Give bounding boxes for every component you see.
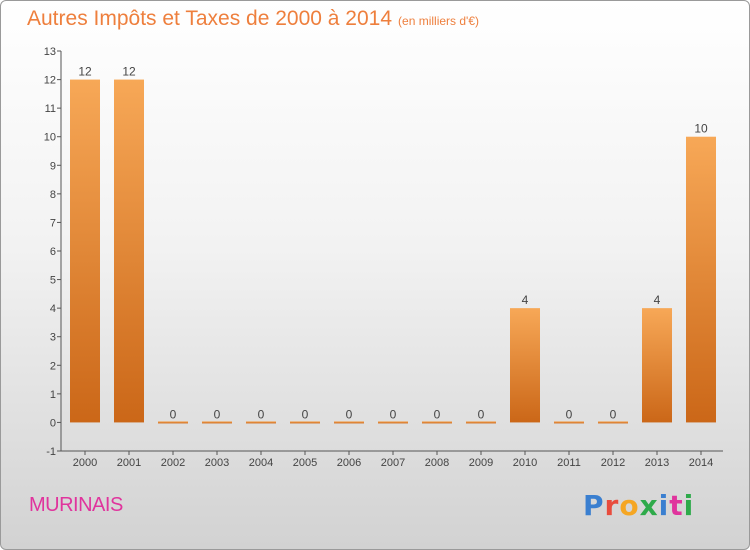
data-label: 0	[214, 407, 221, 421]
data-label: 10	[694, 122, 708, 136]
x-tick-label: 2012	[601, 457, 625, 469]
y-tick-label: 12	[44, 75, 56, 87]
x-tick-label: 2000	[73, 457, 97, 469]
logo-letter: r	[604, 489, 620, 522]
bar	[422, 421, 452, 424]
y-tick-label: -1	[46, 446, 56, 458]
y-tick-label: 3	[50, 332, 56, 344]
y-tick-label: 2	[50, 360, 56, 372]
bar	[466, 421, 496, 424]
data-label: 0	[302, 407, 309, 421]
x-tick-label: 2009	[469, 457, 493, 469]
logo-letter: x	[639, 489, 659, 522]
x-tick-label: 2001	[117, 457, 141, 469]
title-unit: (en milliers d'€)	[398, 14, 480, 28]
y-tick-label: 13	[44, 46, 56, 58]
x-tick-label: 2011	[557, 457, 581, 469]
y-tick-label: 1	[50, 389, 56, 401]
data-label: 0	[346, 407, 353, 421]
data-label: 0	[434, 407, 441, 421]
data-label: 0	[610, 407, 617, 421]
logo-letter: i	[658, 489, 670, 522]
bar	[510, 308, 540, 423]
commune-name: MURINAIS	[29, 494, 123, 516]
data-label: 0	[390, 407, 397, 421]
logo-letter: P	[583, 489, 605, 522]
x-tick-label: 2014	[689, 457, 713, 469]
x-tick-label: 2013	[645, 457, 669, 469]
logo-letter: o	[619, 489, 640, 522]
data-label: 4	[654, 293, 661, 307]
x-tick-label: 2005	[293, 457, 317, 469]
bar	[202, 421, 232, 424]
x-tick-label: 2010	[513, 457, 537, 469]
logo-letter: t	[669, 489, 684, 522]
data-label: 0	[258, 407, 265, 421]
data-label: 12	[78, 65, 92, 79]
y-tick-label: 8	[50, 189, 56, 201]
data-label: 0	[566, 407, 573, 421]
data-label: 4	[522, 293, 529, 307]
y-tick-label: 7	[50, 217, 56, 229]
bar	[246, 421, 276, 424]
y-tick-label: 9	[50, 160, 56, 172]
y-tick-label: 11	[45, 103, 56, 115]
bar	[598, 421, 628, 424]
bar	[290, 421, 320, 424]
title-text: Autres Impôts et Taxes de 2000 à 2014	[27, 7, 393, 30]
bar	[686, 136, 716, 423]
bar	[334, 421, 364, 424]
bar	[70, 79, 100, 423]
proxiti-logo: Proxiti	[583, 489, 694, 522]
x-tick-label: 2003	[205, 457, 229, 469]
data-label: 0	[478, 407, 485, 421]
x-tick-label: 2006	[337, 457, 361, 469]
bar	[554, 421, 584, 424]
y-tick-label: 0	[50, 417, 56, 429]
bar	[642, 308, 672, 423]
logo-letter: i	[683, 489, 695, 522]
x-tick-label: 2008	[425, 457, 449, 469]
bar	[378, 421, 408, 424]
chart-title: Autres Impôts et Taxes de 2000 à 2014 (en…	[27, 7, 479, 31]
bar	[114, 79, 144, 423]
data-label: 12	[122, 65, 136, 79]
y-tick-label: 4	[50, 303, 56, 315]
x-tick-label: 2007	[381, 457, 405, 469]
x-tick-label: 2002	[161, 457, 185, 469]
y-tick-label: 10	[44, 132, 56, 144]
bar	[158, 421, 188, 424]
y-tick-label: 5	[50, 275, 56, 287]
x-tick-label: 2004	[249, 457, 273, 469]
y-tick-label: 6	[50, 246, 56, 258]
data-label: 0	[170, 407, 177, 421]
